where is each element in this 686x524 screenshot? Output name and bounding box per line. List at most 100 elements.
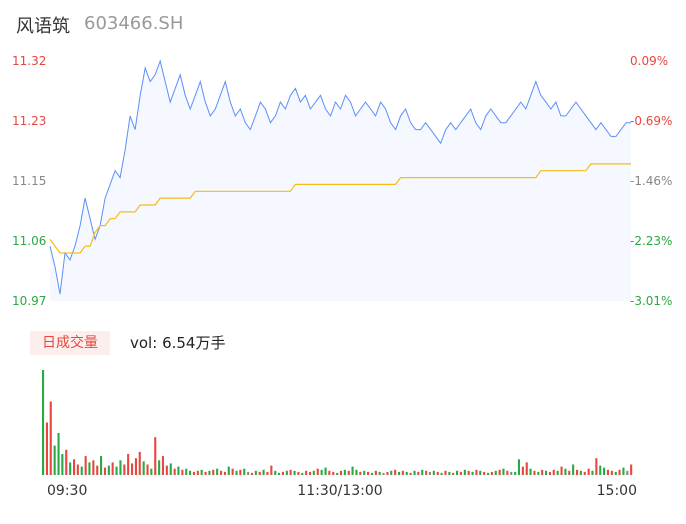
volume-bar — [185, 468, 188, 475]
volume-bar — [556, 470, 559, 475]
volume-label: vol: — [130, 334, 158, 352]
volume-bar — [49, 401, 52, 475]
time-axis: 09:30 11:30/13:00 15:00 — [47, 483, 637, 499]
volume-bar — [235, 470, 238, 475]
volume-bar — [502, 468, 505, 475]
volume-bar — [417, 471, 420, 475]
volume-bar — [541, 469, 544, 476]
volume-bar — [239, 469, 242, 476]
volume-bar — [343, 469, 346, 476]
price-tick-label: 11.06 — [12, 234, 46, 248]
percent-axis: 0.09% -0.69% -1.46% -2.23% -3.01% — [630, 54, 672, 308]
volume-bar — [606, 469, 609, 476]
volume-bar — [270, 465, 273, 475]
volume-bar — [479, 470, 482, 475]
volume-bar — [401, 470, 404, 475]
volume-bar — [146, 464, 149, 475]
volume-bar — [285, 470, 288, 475]
volume-bar — [281, 471, 284, 475]
price-line — [49, 59, 631, 295]
volume-bar — [351, 466, 354, 475]
time-tick-label: 09:30 — [47, 483, 87, 499]
average-price-line — [49, 163, 631, 254]
volume-bar — [100, 456, 103, 475]
volume-bar — [452, 472, 455, 475]
volume-bar — [53, 445, 56, 475]
volume-bar — [579, 470, 582, 475]
volume-bar — [123, 464, 126, 475]
volume-bar — [568, 470, 571, 475]
volume-bar — [374, 470, 377, 475]
volume-bar — [138, 451, 141, 475]
volume-bar — [603, 467, 606, 475]
volume-bar — [258, 471, 261, 475]
volume-bar — [316, 468, 319, 475]
price-tick-label: 11.15 — [12, 174, 46, 188]
volume-bar — [390, 470, 393, 475]
price-tick-label: 11.23 — [12, 114, 46, 128]
volume-bar — [115, 466, 118, 475]
volume-bar — [200, 469, 203, 476]
time-tick-label: 15:00 — [597, 483, 637, 499]
percent-tick-label: -1.46% — [630, 174, 672, 188]
volume-bar — [359, 471, 362, 475]
volume-bar — [378, 471, 381, 475]
volume-bar — [92, 460, 95, 475]
volume-bar — [428, 471, 431, 475]
volume-bar — [131, 463, 134, 475]
volume-bar — [440, 472, 443, 475]
volume-bars — [42, 370, 633, 476]
volume-bar — [80, 466, 83, 475]
volume-bar — [243, 468, 246, 475]
volume-bar — [220, 470, 223, 475]
volume-bar — [591, 470, 594, 475]
volume-bar — [487, 472, 490, 475]
volume-bar — [227, 466, 230, 475]
volume-bar — [363, 470, 366, 475]
volume-tag[interactable]: 日成交量 — [30, 331, 110, 355]
volume-bar — [76, 464, 79, 475]
volume-bar — [231, 468, 234, 475]
volume-bar — [521, 466, 524, 475]
volume-bar — [456, 470, 459, 475]
volume-bar — [432, 470, 435, 475]
volume-bar — [107, 465, 110, 475]
volume-bar — [192, 471, 195, 475]
volume-bar — [370, 472, 373, 475]
stock-code: 603466.SH — [84, 13, 184, 34]
volume-bar — [409, 472, 412, 475]
volume-bar — [572, 464, 575, 475]
percent-tick-label: -3.01% — [630, 294, 672, 308]
volume-bar — [274, 470, 277, 475]
volume-bar — [332, 471, 335, 475]
volume-bar — [475, 469, 478, 476]
volume-bar — [293, 470, 296, 475]
volume-bar — [297, 471, 300, 475]
volume-bar — [583, 471, 586, 475]
volume-bar — [212, 469, 215, 476]
volume-bar — [57, 433, 60, 475]
volume-bar — [622, 467, 625, 475]
volume-bar — [436, 471, 439, 475]
volume-bar — [161, 456, 164, 475]
volume-bar — [165, 465, 168, 475]
stock-name: 风语筑 — [16, 16, 70, 37]
volume-bar — [196, 470, 199, 475]
volume-bar — [142, 461, 145, 476]
volume-bar — [548, 471, 551, 475]
volume-bar — [545, 470, 548, 475]
volume-bar — [65, 449, 68, 475]
percent-tick-label: -0.69% — [630, 114, 672, 128]
volume-bar — [444, 470, 447, 475]
volume-bar — [328, 470, 331, 475]
volume-bar — [103, 467, 106, 475]
volume-bar — [250, 472, 253, 475]
volume-bar — [181, 469, 184, 476]
price-axis: 11.32 11.23 11.15 11.06 10.97 — [12, 54, 46, 308]
volume-bar — [204, 471, 207, 475]
volume-bar — [382, 472, 385, 475]
volume-bar — [560, 466, 563, 475]
volume-bar — [111, 462, 114, 475]
volume-bar — [367, 471, 370, 475]
